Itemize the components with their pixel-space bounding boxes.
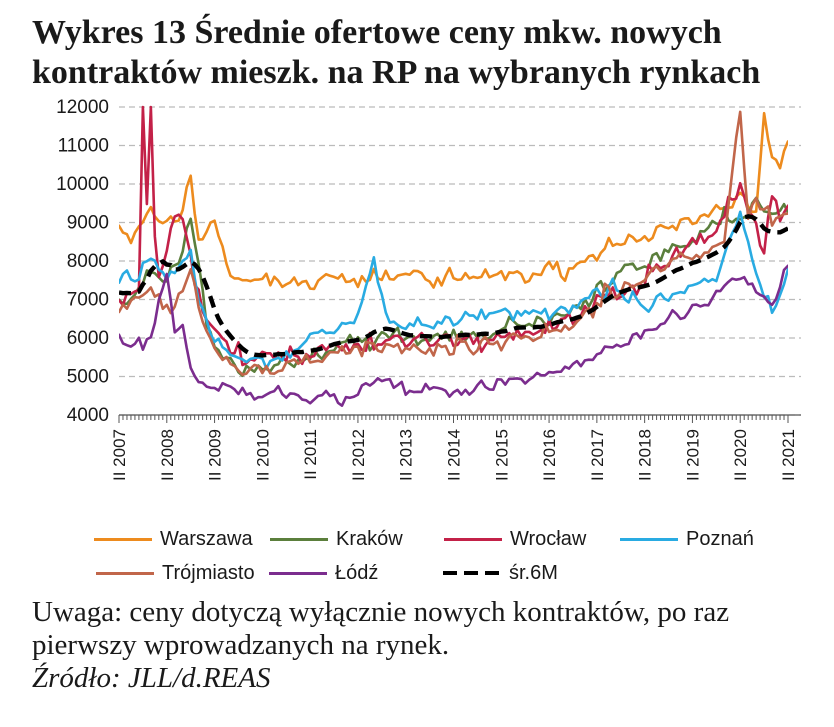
svg-text:II 2015: II 2015 <box>492 429 511 481</box>
svg-text:12000: 12000 <box>56 97 109 118</box>
svg-text:II 2011: II 2011 <box>301 429 320 480</box>
svg-text:6000: 6000 <box>67 328 109 349</box>
svg-text:II 2007: II 2007 <box>110 429 129 481</box>
svg-text:II 2020: II 2020 <box>731 429 750 481</box>
svg-text:II 2014: II 2014 <box>445 429 464 481</box>
svg-text:II 2012: II 2012 <box>349 429 368 481</box>
svg-text:9000: 9000 <box>67 213 109 234</box>
svg-text:8000: 8000 <box>67 251 109 272</box>
svg-text:II 2017: II 2017 <box>588 429 607 481</box>
svg-text:II 2008: II 2008 <box>158 429 177 481</box>
svg-text:II 2019: II 2019 <box>683 429 702 481</box>
svg-text:II 2013: II 2013 <box>397 429 416 481</box>
svg-text:II 2009: II 2009 <box>206 429 225 481</box>
svg-text:11000: 11000 <box>58 136 109 157</box>
svg-text:10000: 10000 <box>56 174 109 195</box>
svg-text:4000: 4000 <box>67 405 109 426</box>
svg-text:II 2021: II 2021 <box>779 429 798 481</box>
svg-text:II 2018: II 2018 <box>636 429 655 481</box>
svg-text:II 2016: II 2016 <box>540 429 559 481</box>
svg-text:7000: 7000 <box>67 290 109 311</box>
svg-text:5000: 5000 <box>67 367 109 388</box>
svg-text:II 2010: II 2010 <box>253 429 272 481</box>
